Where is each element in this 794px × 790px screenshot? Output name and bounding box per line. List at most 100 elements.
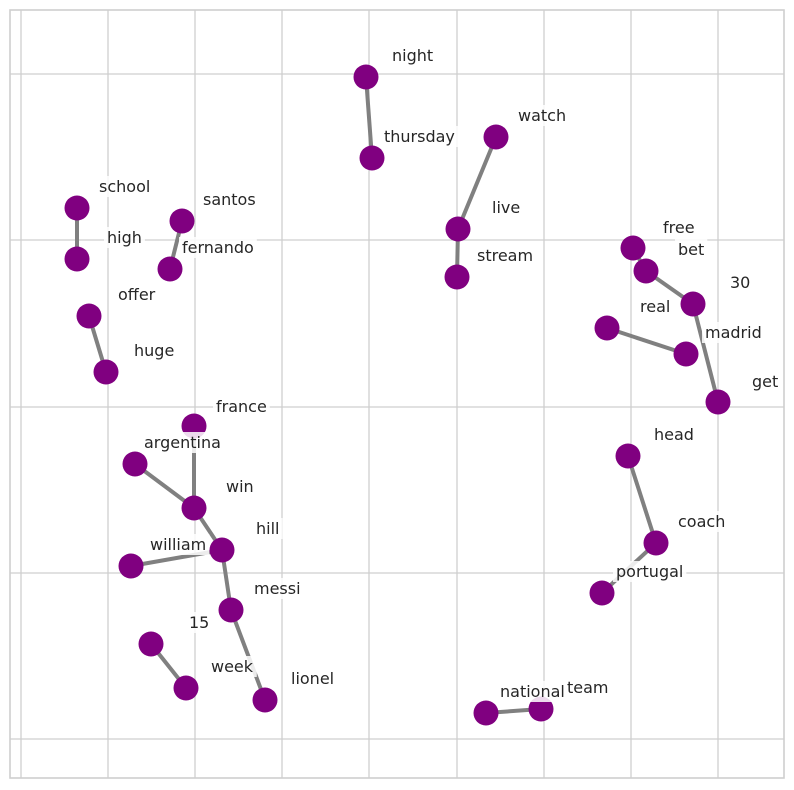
node-team	[528, 696, 554, 722]
node-label-lionel: lionel	[291, 669, 334, 688]
node-madrid	[673, 341, 699, 367]
node-label-free: free	[663, 218, 695, 237]
label-background	[389, 45, 437, 66]
label-background	[141, 432, 224, 453]
node-coach	[643, 530, 669, 556]
node-huge	[93, 359, 119, 385]
node-label-get: get	[752, 372, 778, 391]
node-label-offer: offer	[118, 285, 156, 304]
node-label-30: 30	[730, 273, 750, 292]
node-hill	[209, 537, 235, 563]
label-background	[675, 511, 729, 532]
node-offer	[76, 303, 102, 329]
label-background	[186, 612, 213, 633]
node-label-real: real	[640, 297, 670, 316]
node-week	[173, 675, 199, 701]
node-watch	[483, 124, 509, 150]
node-free	[620, 235, 646, 261]
node-label-group: live	[489, 197, 524, 218]
node-label-group: watch	[515, 105, 570, 126]
node-label-group: national	[497, 681, 568, 702]
node-label-group: stream	[474, 245, 537, 266]
node-william	[118, 553, 144, 579]
node-15	[138, 631, 164, 657]
label-background	[637, 296, 674, 317]
node-real	[594, 315, 620, 341]
node-label-group: argentina	[141, 432, 224, 453]
node-label-group: france	[213, 396, 270, 417]
label-background	[115, 284, 159, 305]
node-label-santos: santos	[203, 190, 256, 209]
node-label-messi: messi	[254, 579, 301, 598]
label-background	[474, 245, 537, 266]
edge-head-coach	[626, 454, 658, 545]
label-background	[489, 197, 524, 218]
node-label-madrid: madrid	[705, 323, 762, 342]
node-label-group: high	[104, 227, 145, 248]
edge-messi-lionel	[229, 608, 267, 702]
node-label-group: get	[749, 371, 782, 392]
label-background	[96, 176, 154, 197]
node-label-group: real	[637, 296, 674, 317]
edges	[75, 75, 720, 715]
node-label-william: william	[150, 535, 206, 554]
node-label-hill: hill	[256, 519, 279, 538]
label-background	[381, 126, 458, 147]
node-label-school: school	[99, 177, 150, 196]
label-background	[251, 578, 304, 599]
node-label-bet: bet	[678, 240, 704, 259]
node-label-group: head	[651, 424, 697, 445]
node-head	[615, 443, 641, 469]
node-live	[445, 216, 471, 242]
node-label-night: night	[392, 46, 433, 65]
node-label-portugal: portugal	[616, 562, 683, 581]
node-school	[64, 195, 90, 221]
node-label-group: coach	[675, 511, 729, 532]
node-labels: night thursday watch live stream school high sa…	[96, 45, 782, 702]
edge-watch-live	[456, 135, 498, 231]
label-background	[223, 476, 257, 497]
node-label-15: 15	[189, 613, 209, 632]
node-label-group: fernando	[179, 237, 257, 258]
node-label-group: hill	[253, 518, 283, 539]
node-label-group: thursday	[381, 126, 458, 147]
node-label-group: team	[564, 677, 612, 698]
node-high	[64, 246, 90, 272]
node-label-group: offer	[115, 284, 159, 305]
node-stream	[444, 264, 470, 290]
grid	[10, 10, 784, 778]
node-label-team: team	[567, 678, 609, 697]
label-background	[749, 371, 782, 392]
label-background	[727, 272, 754, 293]
label-background	[253, 518, 283, 539]
node-win	[181, 495, 207, 521]
label-background	[564, 677, 612, 698]
label-background	[200, 189, 259, 210]
node-label-group: william	[147, 534, 210, 555]
label-background	[651, 424, 697, 445]
node-label-group: night	[389, 45, 437, 66]
node-label-fernando: fernando	[182, 238, 254, 257]
label-background	[104, 227, 145, 248]
label-background	[179, 237, 257, 258]
node-label-group: 30	[727, 272, 754, 293]
node-label-france: france	[216, 397, 267, 416]
node-label-group: bet	[675, 239, 708, 260]
node-lionel	[252, 687, 278, 713]
node-label-group: win	[223, 476, 257, 497]
node-label-live: live	[492, 198, 520, 217]
label-background	[497, 681, 568, 702]
node-messi	[218, 597, 244, 623]
label-background	[213, 396, 270, 417]
node-label-group: santos	[200, 189, 259, 210]
node-label-group: 15	[186, 612, 213, 633]
edge-real-madrid	[605, 326, 688, 356]
node-argentina	[122, 451, 148, 477]
edge-30-get	[691, 302, 720, 404]
node-national	[473, 700, 499, 726]
node-30	[680, 291, 706, 317]
node-label-head: head	[654, 425, 694, 444]
node-portugal	[589, 580, 615, 606]
node-label-group: huge	[131, 340, 178, 361]
